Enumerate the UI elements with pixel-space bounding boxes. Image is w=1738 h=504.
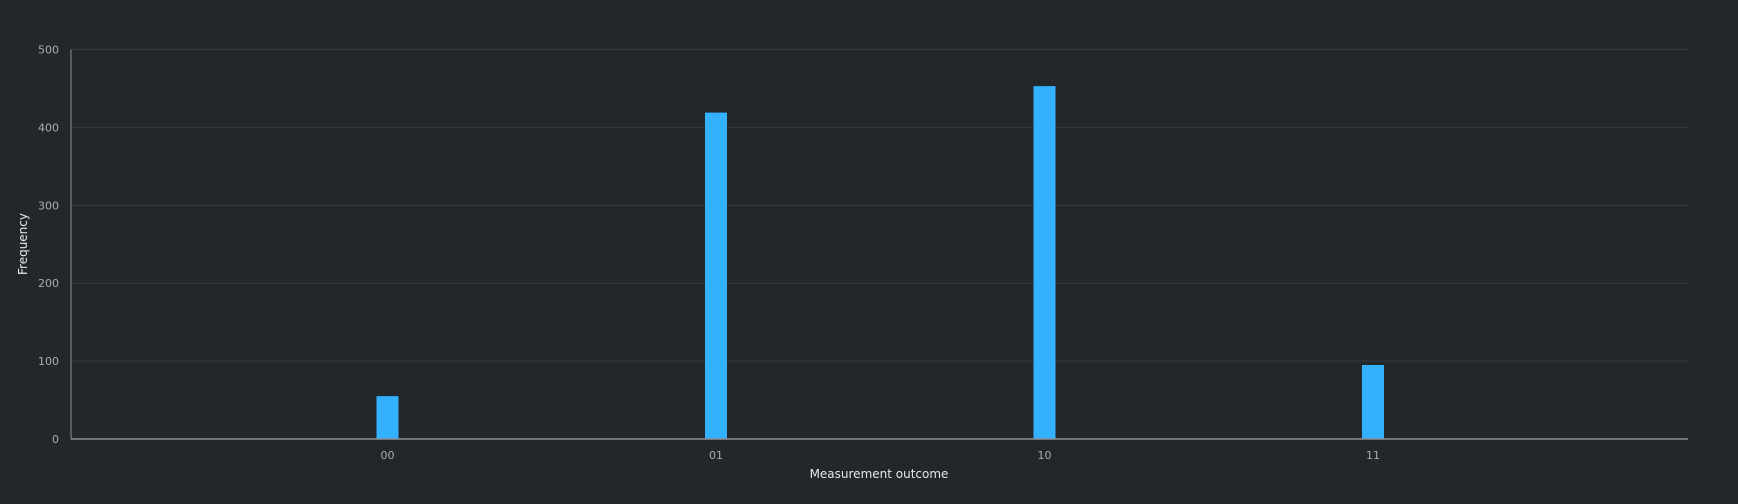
y-tick-label: 200 (38, 277, 59, 290)
y-tick-label: 0 (52, 433, 59, 446)
y-axis-title: Frequency (16, 213, 30, 275)
axes (70, 49, 1688, 440)
y-tick-label: 400 (38, 121, 59, 134)
x-tick-label: 10 (1038, 449, 1052, 462)
x-tick-label: 00 (381, 449, 395, 462)
x-axis-title: Measurement outcome (810, 467, 949, 481)
y-tick-label: 100 (38, 355, 59, 368)
x-tick-label: 01 (709, 449, 723, 462)
x-tick-labels: 00 01 10 11 (381, 449, 1381, 462)
x-tick-label: 11 (1366, 449, 1380, 462)
bar-11 (1362, 364, 1384, 439)
y-tick-label: 500 (38, 44, 59, 57)
y-tick-labels: 0 100 200 300 400 500 (38, 44, 59, 447)
bar-10 (1033, 86, 1056, 439)
grid-lines (71, 49, 1688, 362)
bar-01 (705, 112, 727, 439)
bars (376, 86, 1384, 439)
bar-00 (376, 396, 399, 439)
y-tick-label: 300 (38, 199, 59, 212)
